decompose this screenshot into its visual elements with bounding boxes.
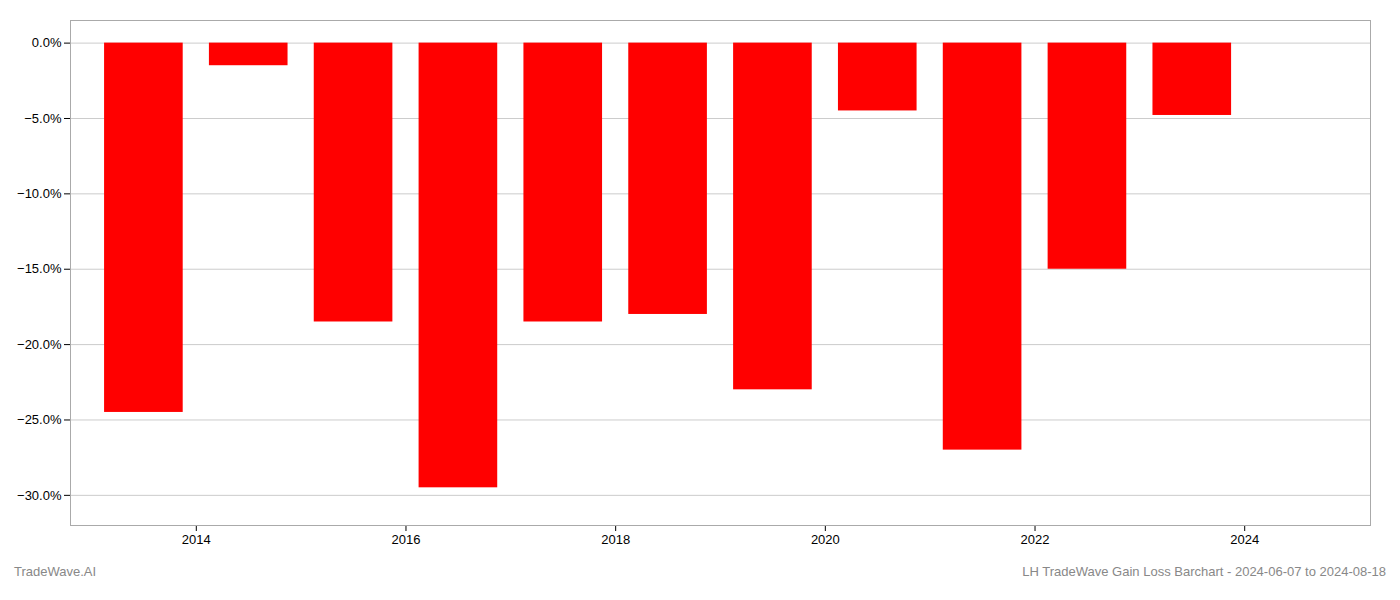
html-text:TradeWave.AI: TradeWave.AI xyxy=(14,564,97,579)
svg-text:0.0%: 0.0% xyxy=(32,35,62,50)
svg-text:2018: 2018 xyxy=(601,532,630,547)
svg-text:−10.0%: −10.0% xyxy=(17,186,62,201)
svg-text:−15.0%: −15.0% xyxy=(17,261,62,276)
svg-text:2016: 2016 xyxy=(392,532,421,547)
svg-text:2014: 2014 xyxy=(182,532,211,547)
html-text:LH TradeWave Gain Loss Barchar: LH TradeWave Gain Loss Barchart - 2024-0… xyxy=(1022,564,1386,579)
svg-text:2020: 2020 xyxy=(811,532,840,547)
svg-text:2022: 2022 xyxy=(1021,532,1050,547)
svg-text:−20.0%: −20.0% xyxy=(17,337,62,352)
svg-text:2024: 2024 xyxy=(1230,532,1259,547)
svg-text:−25.0%: −25.0% xyxy=(17,412,62,427)
svg-text:−30.0%: −30.0% xyxy=(17,488,62,503)
svg-text:−5.0%: −5.0% xyxy=(24,111,62,126)
